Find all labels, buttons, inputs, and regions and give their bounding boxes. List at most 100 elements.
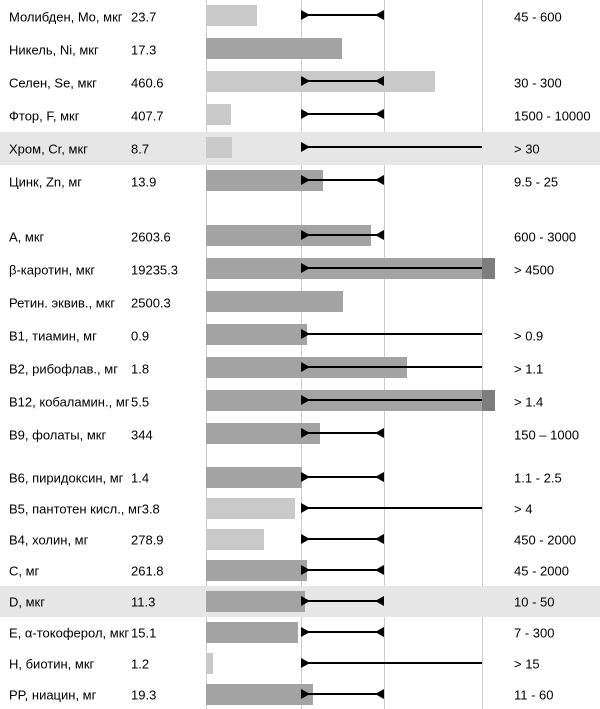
nutrient-label: H, биотин, мкг [9, 656, 95, 671]
nutrient-row: Никель, Ni, мкг 17.3 [0, 33, 600, 66]
norm-range-label: 45 - 600 [514, 9, 562, 24]
nutrient-bar [206, 137, 232, 158]
nutrient-bar [206, 591, 305, 612]
norm-range-label: 10 - 50 [514, 594, 555, 609]
row-text: Хром, Cr, мкг 8.7 [9, 141, 149, 156]
nutrient-label: D, мкг [9, 594, 45, 609]
nutrient-label: Хром, Cr, мкг [9, 141, 88, 156]
row-text: A, мкг 2603.6 [9, 229, 171, 244]
nutrient-label: Никель, Ni, мкг [9, 42, 99, 57]
norm-marker-end-arrow-icon [375, 689, 384, 699]
norm-marker-start-arrow-icon [301, 503, 310, 513]
nutrient-row: B5, пантотен кисл., мг3.8 > 4 [0, 493, 600, 524]
row-text: B9, фолаты, мкг 344 [9, 427, 153, 442]
norm-marker-line [306, 662, 482, 664]
nutrient-label: B1, тиамин, мг [9, 328, 97, 343]
nutrient-label: β-каротин, мкг [9, 262, 96, 277]
nutrient-row: B12, кобаламин., мг5.5 > 1.4 [0, 385, 600, 418]
row-text: B6, пиридоксин, мг 1.4 [9, 470, 149, 485]
nutrient-bar [206, 684, 313, 705]
nutrient-value: 0.9 [131, 328, 150, 343]
norm-marker-start-arrow-icon [301, 263, 310, 273]
norm-marker-line [306, 146, 482, 148]
norm-marker-start-arrow-icon [301, 230, 310, 240]
nutrient-row: E, α-токоферол, мкг 15.1 7 - 300 [0, 617, 600, 648]
row-text: E, α-токоферол, мкг 15.1 [9, 625, 156, 640]
nutrient-value: 23.7 [131, 9, 157, 24]
norm-marker-line [306, 569, 378, 571]
norm-marker-line [306, 507, 482, 509]
row-text: B2, рибофлав., мг 1.8 [9, 361, 149, 376]
nutrient-label: E, α-токоферол, мкг [9, 625, 130, 640]
norm-marker-line [306, 476, 378, 478]
nutrient-bar [206, 529, 264, 550]
nutrient-row: B2, рибофлав., мг 1.8 > 1.1 [0, 352, 600, 385]
nutrient-value: 8.7 [131, 141, 150, 156]
norm-marker-start-arrow-icon [301, 428, 310, 438]
nutrient-value: 2500.3 [131, 295, 171, 310]
nutrient-bar [206, 560, 307, 581]
row-text: Цинк, Zn, мг 13.9 [9, 174, 156, 189]
norm-marker-start-arrow-icon [301, 658, 310, 668]
norm-marker-start-arrow-icon [301, 472, 310, 482]
norm-range-label: > 1.4 [514, 394, 544, 409]
nutrient-row: β-каротин, мкг 19235.3 > 4500 [0, 253, 600, 286]
nutrient-bar [206, 170, 323, 191]
norm-marker-line [306, 538, 378, 540]
nutrient-label: Цинк, Zn, мг [9, 174, 83, 189]
norm-marker-end-arrow-icon [375, 627, 384, 637]
nutrient-value: 261.8 [131, 563, 164, 578]
nutrient-bar [206, 104, 231, 125]
nutrient-value: 344 [131, 427, 153, 442]
norm-marker-line [306, 600, 378, 602]
nutrient-value: 19235.3 [131, 262, 178, 277]
nutrient-label: B2, рибофлав., мг [9, 361, 118, 376]
nutrient-value: 17.3 [131, 42, 157, 57]
norm-range-label: > 0.9 [514, 328, 544, 343]
norm-marker-end-arrow-icon [375, 109, 384, 119]
row-text: PP, ниацин, мг 19.3 [9, 687, 156, 702]
nutrient-row: Фтор, F, мкг 407.7 1500 - 10000 [0, 99, 600, 132]
row-text: B4, холин, мг 278.9 [9, 532, 164, 547]
norm-range-label: 1.1 - 2.5 [514, 470, 562, 485]
nutrient-value: 1.8 [131, 361, 150, 376]
nutrient-value: 13.9 [131, 174, 157, 189]
norm-range-label: > 4500 [514, 262, 555, 277]
nutrient-bar [206, 324, 307, 345]
norm-marker-start-arrow-icon [301, 534, 310, 544]
nutrient-value: 5.5 [131, 394, 150, 409]
norm-marker-line [306, 234, 378, 236]
nutrient-value: 460.6 [131, 75, 164, 90]
norm-marker-end-arrow-icon [375, 534, 384, 544]
nutrient-value: 11.3 [131, 594, 156, 609]
norm-range-label: > 30 [514, 141, 540, 156]
nutrient-bar [206, 498, 295, 519]
norm-range-label: > 4 [514, 501, 533, 516]
norm-marker-start-arrow-icon [301, 627, 310, 637]
norm-marker-end-arrow-icon [375, 175, 384, 185]
row-text: B5, пантотен кисл., мг3.8 [9, 501, 160, 516]
nutrient-bar [206, 225, 371, 246]
norm-marker-line [306, 366, 482, 368]
norm-marker-line [306, 179, 378, 181]
norm-marker-start-arrow-icon [301, 142, 310, 152]
norm-marker-line [306, 432, 378, 434]
nutrient-row: Хром, Cr, мкг 8.7 > 30 [0, 132, 600, 165]
nutrient-label: B12, кобаламин., мг [9, 394, 130, 409]
nutrient-value: 2603.6 [131, 229, 171, 244]
row-text: C, мг 261.8 [9, 563, 164, 578]
nutrient-row: Ретин. эквив., мкг 2500.3 [0, 286, 600, 319]
nutrient-label: Ретин. эквив., мкг [9, 295, 116, 310]
norm-range-label: 150 – 1000 [514, 427, 580, 442]
nutrient-label: Молибден, Mo, мкг [9, 9, 123, 24]
norm-marker-end-arrow-icon [375, 565, 384, 575]
norm-marker-start-arrow-icon [301, 109, 310, 119]
nutrient-bar [206, 38, 342, 59]
norm-marker-line [306, 631, 378, 633]
norm-marker-end-arrow-icon [375, 428, 384, 438]
nutrient-value: 278.9 [131, 532, 164, 547]
nutrient-row: H, биотин, мкг 1.2 > 15 [0, 648, 600, 679]
row-text: B1, тиамин, мг 0.9 [9, 328, 149, 343]
nutrient-value: 1.4 [131, 470, 150, 485]
